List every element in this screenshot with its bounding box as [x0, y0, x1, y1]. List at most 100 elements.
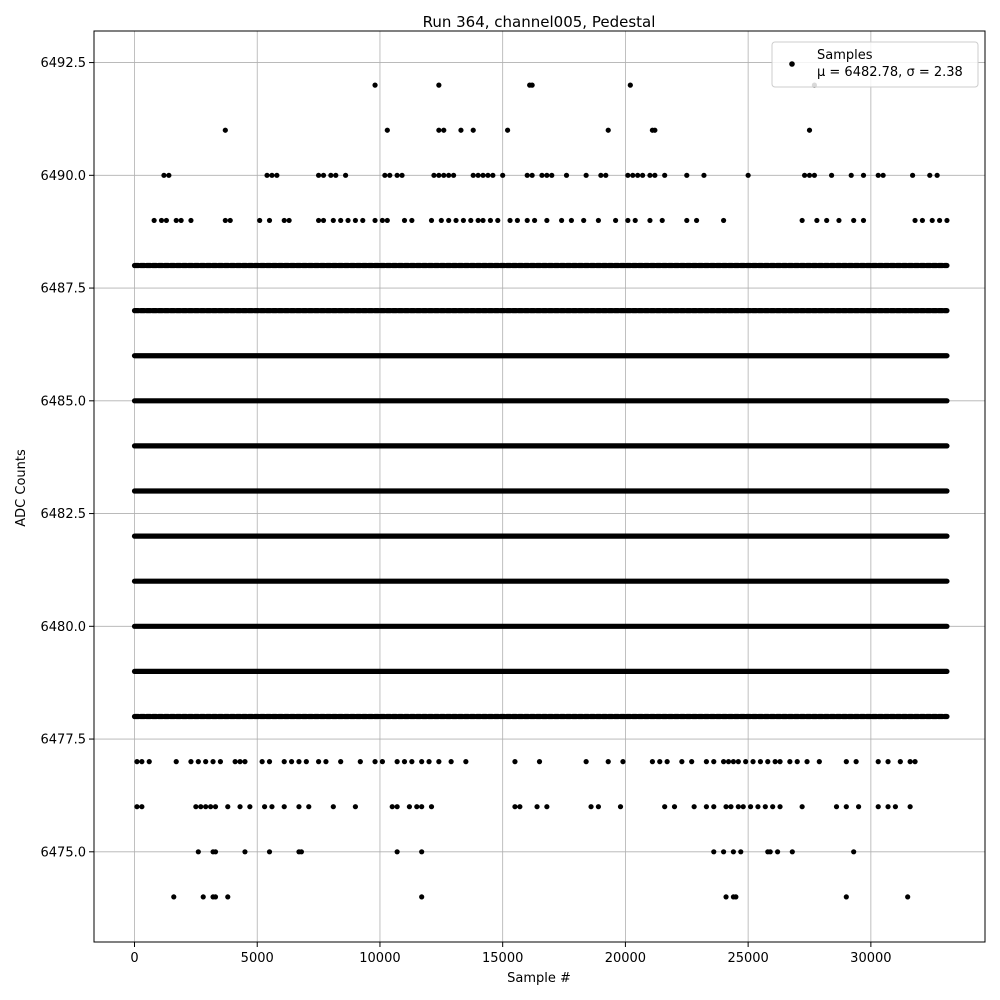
sample-point [480, 217, 486, 224]
y-axis-label: ADC Counts [14, 449, 29, 527]
sample-point [286, 217, 292, 224]
sample-point [617, 804, 624, 810]
plot-frame [93, 30, 986, 943]
sample-point [419, 894, 425, 900]
sample-point [927, 172, 933, 178]
sample-point [166, 172, 172, 178]
sample-point [345, 217, 351, 224]
sample-point [237, 804, 243, 810]
sample-point [207, 804, 214, 810]
sample-point [774, 849, 781, 855]
sample-point [605, 127, 611, 133]
x-axis-label: Sample # [507, 971, 571, 986]
y-tick-label: 6480.0 [41, 620, 87, 635]
sample-point [419, 804, 425, 810]
sample-point [507, 217, 513, 224]
sample-point [632, 217, 638, 224]
sample-point [296, 804, 302, 810]
sample-point [684, 217, 690, 224]
x-tick-label: 5000 [241, 951, 274, 966]
sample-point [517, 804, 523, 810]
y-tick-label: 6475.0 [41, 845, 87, 860]
sample-point [549, 172, 555, 178]
sample-point [173, 759, 179, 765]
sample-point [426, 759, 432, 765]
sample-point [750, 759, 756, 765]
sample-point [480, 172, 486, 178]
sample-point [627, 82, 633, 88]
sample-point [419, 849, 425, 855]
sample-point [605, 759, 611, 765]
sample-point [406, 804, 413, 810]
sample-point [514, 217, 521, 224]
data-points [131, 82, 950, 900]
sample-point [171, 894, 177, 900]
sample-point [529, 172, 535, 178]
sample-point [909, 172, 916, 178]
sample-point [198, 804, 204, 810]
sample-point [320, 217, 327, 224]
sample-point [730, 849, 737, 855]
sample-point [539, 172, 545, 178]
sample-point [266, 759, 273, 765]
sample-point [912, 217, 918, 224]
sample-point [512, 804, 518, 810]
sample-point [222, 127, 228, 133]
sample-point [495, 217, 501, 224]
sample-point [468, 217, 474, 224]
sample-point [853, 759, 859, 765]
sample-point [630, 172, 636, 178]
sample-point [757, 759, 764, 765]
sample-point [691, 804, 697, 810]
sample-point [735, 759, 741, 765]
sample-point [639, 172, 646, 178]
sample-point [806, 172, 813, 178]
sample-point [833, 804, 840, 810]
sample-point [188, 759, 194, 765]
sample-point [529, 82, 535, 88]
sample-point [919, 217, 926, 224]
sample-point [907, 759, 913, 765]
sample-point [288, 759, 295, 765]
sample-point [225, 894, 231, 900]
sample-point [743, 759, 749, 765]
sample-point [419, 759, 425, 765]
sample-point [146, 759, 152, 765]
sample-point [139, 759, 145, 765]
sample-point [720, 217, 727, 224]
sample-point [703, 759, 710, 765]
sample-point [703, 804, 710, 810]
sample-point [892, 804, 899, 810]
sample-point [728, 804, 734, 810]
sample-point [458, 127, 464, 133]
sample-point [352, 804, 359, 810]
sample-point [583, 172, 589, 178]
x-tick-label: 0 [130, 951, 138, 966]
sample-point [828, 172, 835, 178]
sample-point [735, 804, 741, 810]
sample-point [200, 894, 206, 900]
sample-point [536, 759, 543, 765]
sample-point [816, 759, 822, 765]
sample-point [762, 804, 768, 810]
sample-point [711, 759, 717, 765]
sample-point [173, 217, 179, 224]
sample-point [647, 172, 653, 178]
sample-point [843, 894, 849, 900]
sample-point [257, 217, 263, 224]
sample-point [723, 894, 729, 900]
sample-point [487, 217, 494, 224]
y-tick-label: 6487.5 [41, 282, 87, 297]
sample-point [281, 759, 287, 765]
sample-point [242, 759, 248, 765]
sample-point [652, 127, 658, 133]
sample-point [885, 759, 891, 765]
sample-point [352, 217, 359, 224]
sample-point [563, 172, 570, 178]
sample-point [431, 172, 437, 178]
sample-point [436, 172, 442, 178]
sample-point [475, 172, 481, 178]
sample-point [860, 172, 867, 178]
sample-point [671, 804, 678, 810]
